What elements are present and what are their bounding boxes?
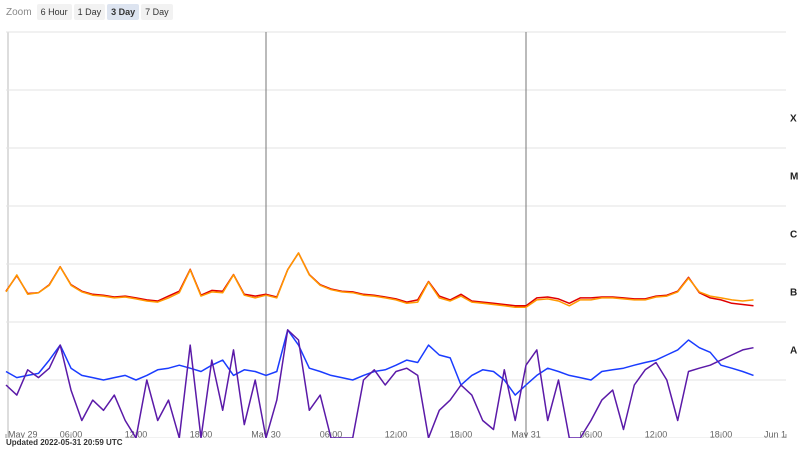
x-tick-label: 12:00 [125,429,148,438]
x-tick-label: 18:00 [710,429,733,438]
x-tick-label: 06:00 [320,429,343,438]
x-tick-label: 06:00 [580,429,603,438]
class-label: C [790,229,797,240]
zoom-button[interactable]: 1 Day [73,4,106,20]
x-tick-label: 18:00 [450,429,473,438]
flux-line [5,252,754,307]
x-tick-label: May 29 [8,429,38,438]
class-label: B [790,287,797,298]
flux-line [5,252,754,308]
class-label: M [790,171,798,182]
x-tick-label: 12:00 [645,429,668,438]
zoom-button[interactable]: 7 Day [141,4,173,20]
class-label: X [790,113,797,124]
x-tick-label: Jun 1 [764,429,786,438]
x-tick-label: May 31 [511,429,541,438]
class-label: A [790,345,797,356]
x-tick-label: May 30 [251,429,281,438]
zoom-button[interactable]: 3 Day [107,4,140,20]
zoom-button[interactable]: 6 Hour [36,4,72,20]
x-tick-label: 12:00 [385,429,408,438]
flux-line [5,329,754,438]
chart: X M C B A May 29 06:00 12:00 18:00 May 30 06:00 12:… [5,31,798,438]
updated-note: Updated 2022-05-31 20:59 UTC [6,438,123,447]
flux-line [5,329,754,396]
zoom-bar: Zoom 6 Hour 1 Day 3 Day 7 Day [6,4,173,20]
x-tick-label: 06:00 [60,429,83,438]
zoom-label: Zoom [6,6,32,18]
